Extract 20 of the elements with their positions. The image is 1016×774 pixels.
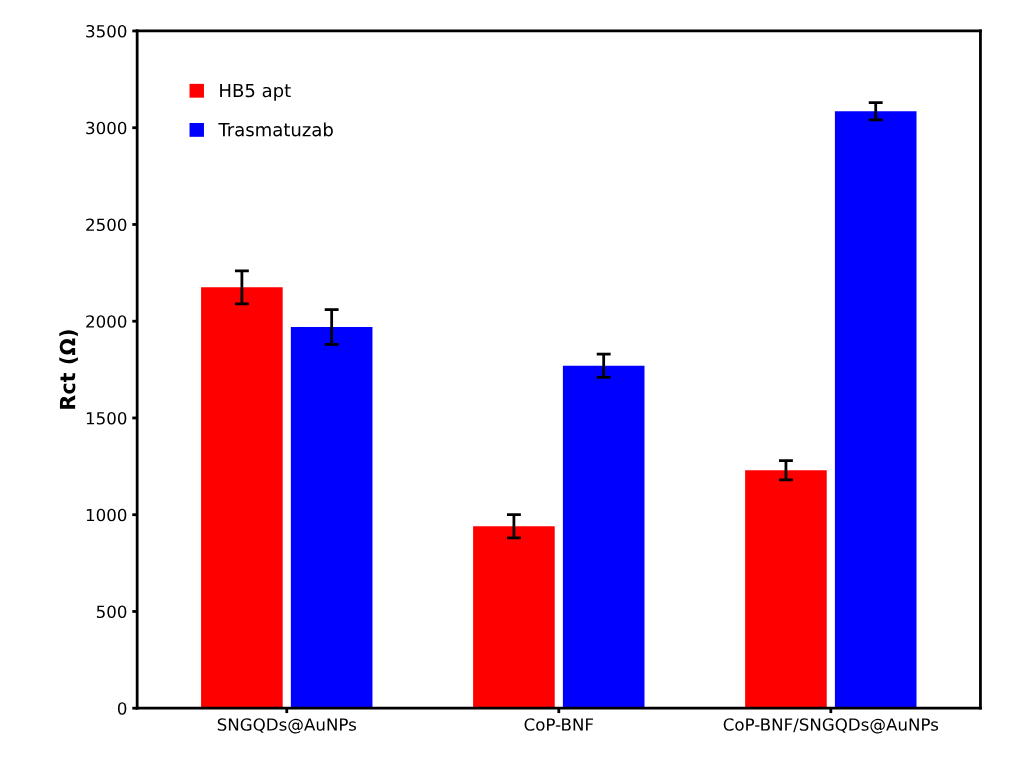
y-tick-label: 500 [96, 605, 127, 619]
y-tick-label: 1500 [86, 411, 127, 425]
bar [201, 287, 283, 709]
bar [290, 327, 373, 709]
y-tick-label: 3000 [86, 121, 127, 135]
bar [834, 111, 917, 709]
legend-label: HB5 apt [220, 83, 291, 101]
x-tick-label: CoP-BNF [524, 718, 594, 731]
bar [473, 526, 555, 709]
y-tick-label: 1000 [86, 508, 127, 522]
bar [562, 365, 645, 709]
y-tick-label: 2000 [86, 315, 127, 328]
y-tick-label: 3500 [86, 24, 127, 38]
y-tick-label: 2500 [86, 218, 127, 232]
x-tick-label: CoP-BNF/SNGQDs@AuNPs [723, 718, 939, 734]
x-tick-label: SNGQDs@AuNPs [217, 718, 357, 734]
y-tick-label: 0 [117, 702, 127, 715]
legend-label: Trasmatuzab [218, 122, 333, 137]
bar [745, 470, 827, 709]
y-axis-title: Rct (Ω) [59, 330, 78, 409]
